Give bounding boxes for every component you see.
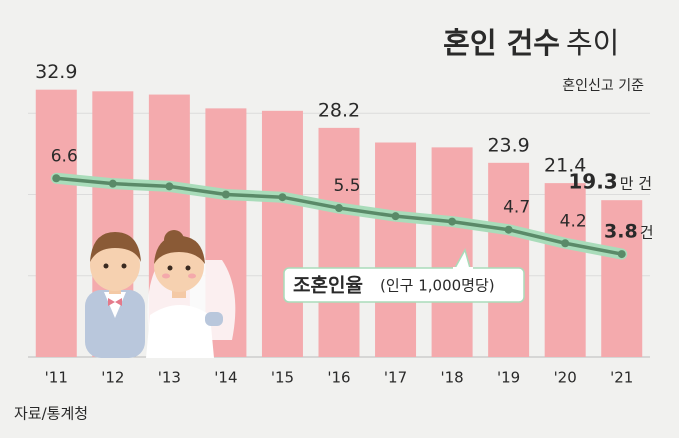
- line-point: [335, 204, 343, 213]
- line-value-label: 6.6: [51, 146, 78, 166]
- bar: [544, 183, 586, 357]
- line-point: [52, 174, 61, 183]
- bar: [488, 162, 530, 357]
- line-point: [165, 182, 174, 191]
- chart-title-light: 추이: [566, 26, 619, 60]
- bar: [375, 142, 417, 357]
- line-point: [221, 190, 230, 199]
- bar-unit-label: 만 건: [620, 175, 652, 193]
- bar: [318, 127, 360, 357]
- source: 자료/통계청: [14, 405, 88, 423]
- bar: [261, 110, 303, 357]
- line-name: 조혼인율: [293, 274, 363, 297]
- bar-value-label: 32.9: [35, 61, 77, 83]
- line-point: [617, 250, 626, 259]
- x-tick-label: '11: [45, 369, 68, 387]
- x-tick-label: '21: [610, 369, 633, 387]
- x-tick-label: '12: [101, 369, 124, 387]
- bar: [35, 89, 77, 357]
- line-name-box: [283, 267, 525, 303]
- x-tick-label: '15: [271, 369, 294, 387]
- x-tick-label: '19: [497, 369, 520, 387]
- bar-value-label: 19.3: [568, 170, 617, 194]
- line-value-label: 4.7: [503, 198, 530, 218]
- x-tick-label: '20: [554, 369, 577, 387]
- line-name-note: (인구 1,000명당): [380, 277, 495, 295]
- line-point: [391, 212, 400, 221]
- illustration: [85, 230, 236, 358]
- bar-value-label: 23.9: [487, 134, 529, 156]
- x-tick-label: '18: [440, 369, 463, 387]
- x-tick-label: '17: [384, 369, 407, 387]
- line-point: [278, 193, 287, 202]
- line-point: [504, 225, 513, 234]
- bar-value-label: 21.4: [544, 155, 586, 177]
- x-tick-label: '16: [327, 369, 350, 387]
- bar: [431, 147, 473, 357]
- subtitle: 혼인신고 기준: [562, 78, 644, 94]
- line-name-pointer-cover: [453, 267, 473, 270]
- chart-title: 혼인 건수: [443, 26, 560, 60]
- bar: [601, 200, 643, 357]
- line-value-label: 5.5: [333, 176, 360, 196]
- line-point: [448, 217, 457, 226]
- line-point: [108, 179, 117, 188]
- line-value-label: 4.2: [560, 211, 587, 231]
- x-tick-label: '14: [214, 369, 237, 387]
- x-tick-label: '13: [158, 369, 181, 387]
- line-point: [561, 239, 570, 248]
- bar-value-label: 28.2: [318, 99, 360, 121]
- line-unit-label: 건: [640, 224, 654, 242]
- line-value-label: 3.8: [604, 221, 638, 243]
